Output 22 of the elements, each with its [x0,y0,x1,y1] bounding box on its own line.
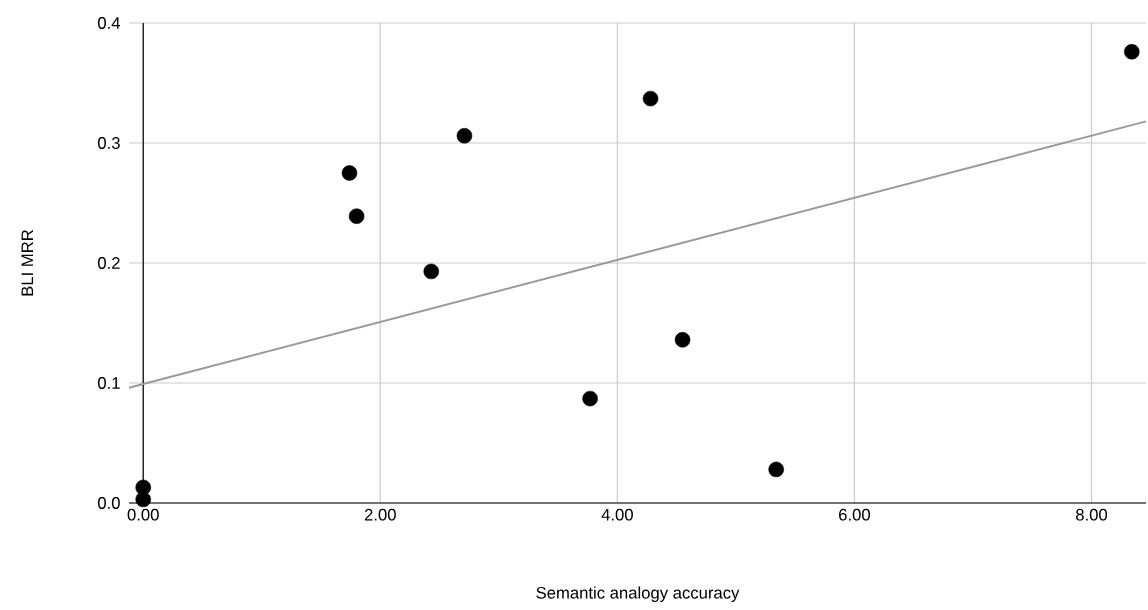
y-axis-title: BLI MRR [21,229,34,296]
y-tick-label: 0.2 [97,257,120,269]
x-tick-label: 6.00 [839,508,870,521]
x-tick-label: 2.00 [364,508,396,521]
point [768,461,784,478]
point [348,208,365,224]
x-tick-label: 8.00 [1076,508,1108,521]
point [582,390,598,407]
point [456,128,473,144]
point [423,263,439,280]
x-tick-label: 4.00 [601,508,633,521]
point [135,491,151,508]
point [341,165,358,181]
point [1124,44,1140,60]
x-axis-title: Semantic analogy accuracy [536,586,740,602]
point [642,90,659,107]
y-tick-label: 0.0 [97,497,120,509]
x-tick-label: 0.00 [127,508,159,521]
y-tick-label: 0.3 [97,137,120,149]
y-tick-label: 0.1 [97,377,120,389]
y-tick-label: 0.4 [97,17,121,29]
point [674,332,691,348]
